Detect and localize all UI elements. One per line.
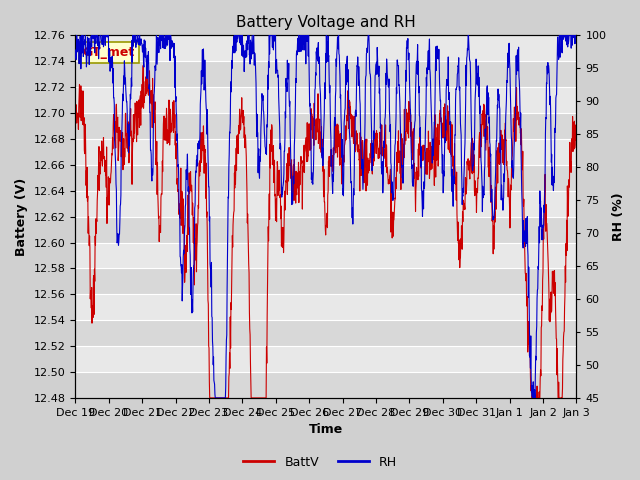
Bar <box>76 36 577 61</box>
Bar <box>76 87 577 113</box>
Bar <box>76 346 577 372</box>
Bar <box>76 372 577 398</box>
Bar <box>76 216 577 242</box>
Bar <box>76 191 577 216</box>
Text: GT_met: GT_met <box>83 46 135 59</box>
Y-axis label: RH (%): RH (%) <box>612 192 625 241</box>
Bar <box>76 242 577 268</box>
Title: Battery Voltage and RH: Battery Voltage and RH <box>236 15 416 30</box>
Legend: BattV, RH: BattV, RH <box>238 451 402 474</box>
Bar <box>76 320 577 346</box>
Bar <box>76 268 577 294</box>
Bar <box>76 294 577 320</box>
Bar <box>76 165 577 191</box>
Y-axis label: Battery (V): Battery (V) <box>15 178 28 256</box>
X-axis label: Time: Time <box>308 423 343 436</box>
Bar <box>76 61 577 87</box>
Bar <box>76 113 577 139</box>
Bar <box>76 139 577 165</box>
